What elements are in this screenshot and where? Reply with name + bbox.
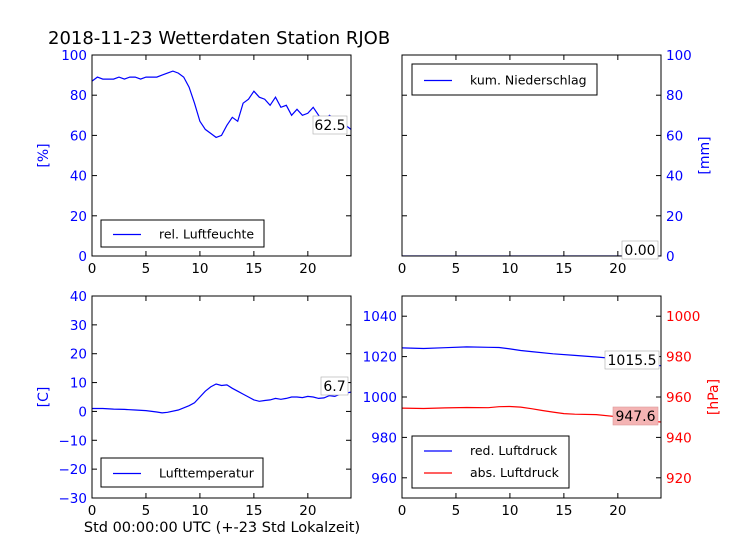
figure-xlabel: Std 00:00:00 UTC (+-23 Std Lokalzeit) — [84, 520, 360, 536]
legend: kum. Niederschlag — [411, 63, 598, 96]
chart-panel-precipitation: 0 5 10 15 20 0 20 40 60 80 100 [mm] kum. Niederschla… — [398, 48, 713, 277]
legend: red. Luftdruck abs. Luftdruck — [411, 435, 570, 489]
y-axis-label: [C] — [36, 387, 52, 408]
x-tick-label: 15 — [555, 503, 572, 519]
legend-label: abs. Luftdruck — [470, 465, 560, 480]
y-tick-label: 10 — [70, 376, 87, 392]
y-tick-label: 60 — [70, 128, 87, 144]
last-value-label: 1015.5 — [608, 353, 657, 369]
y-tick-label: −10 — [59, 433, 88, 449]
y-tick-label-right: 80 — [666, 88, 683, 104]
axes-frame — [91, 295, 352, 499]
last-value-label: 62.5 — [314, 118, 345, 134]
legend-frame — [411, 63, 598, 96]
last-value-label-right: 947.6 — [615, 409, 655, 425]
y-tick-label: 40 — [70, 169, 87, 185]
y-tick-label: 40 — [70, 289, 87, 305]
y-tick-label: −20 — [59, 462, 88, 478]
x-tick-label: 10 — [501, 261, 518, 277]
y-tick-label: 1040 — [363, 309, 397, 325]
x-tick-label: 0 — [398, 261, 407, 277]
last-value-label: 0.00 — [624, 243, 655, 259]
y-tick-label-right: 940 — [666, 430, 692, 446]
y-tick-label: 1000 — [363, 390, 397, 406]
y-tick-label-right: 100 — [666, 48, 692, 64]
x-tick-label: 0 — [88, 503, 97, 519]
legend: rel. Luftfeuchte — [100, 219, 265, 248]
y-tick-label-right: 60 — [666, 128, 683, 144]
y-tick-label-right: 1000 — [666, 309, 700, 325]
x-tick-label: 10 — [501, 503, 518, 519]
x-tick-label: 15 — [555, 261, 572, 277]
x-tick-label: 5 — [452, 503, 461, 519]
y-tick-label: 80 — [70, 88, 87, 104]
x-tick-label: 10 — [191, 261, 208, 277]
x-tick-label: 0 — [88, 261, 97, 277]
legend: Lufttemperatur — [100, 457, 264, 488]
last-value-box — [312, 115, 348, 135]
last-value-label: 6.7 — [323, 379, 345, 395]
legend-frame — [411, 435, 570, 489]
y-axis-label-right: [hPa] — [706, 379, 722, 415]
y-tick-label: 0 — [78, 404, 87, 420]
y-axis-label: [%] — [36, 143, 52, 167]
last-value-box — [320, 376, 349, 396]
y-tick-label: 0 — [78, 249, 87, 265]
chart-panel-temperature: 0 5 10 15 20 −30 −20 −10 0 10 20 30 40 [C] Lufttempera… — [36, 289, 352, 519]
y-tick-label: 30 — [70, 318, 87, 334]
legend-label: kum. Niederschlag — [470, 73, 587, 88]
y-tick-label-right: 40 — [666, 169, 683, 185]
axes-frame — [91, 54, 352, 257]
y-tick-label: 20 — [70, 209, 87, 225]
series-line-humidity-0 — [92, 70, 351, 139]
x-tick-label: 15 — [245, 503, 262, 519]
y-tick-label-right: 920 — [666, 471, 692, 487]
last-value-box — [604, 350, 660, 370]
x-tick-label: 5 — [452, 261, 461, 277]
last-value-box — [621, 240, 659, 260]
y-tick-label: −30 — [59, 491, 88, 507]
legend-frame — [100, 219, 265, 248]
x-tick-label: 0 — [398, 503, 407, 519]
chart-panel-humidity: 0 5 10 15 20 0 20 40 60 80 100 [%] rel. Luftfeuchte 6… — [36, 48, 352, 277]
figure-title: 2018-11-23 Wetterdaten Station RJOB — [48, 28, 390, 49]
y-tick-label-right: 20 — [666, 209, 683, 225]
legend-frame — [100, 457, 264, 488]
y-tick-label: 960 — [371, 471, 397, 487]
series-line-temperature-0 — [92, 383, 351, 414]
x-tick-label: 20 — [609, 503, 626, 519]
x-tick-label: 5 — [142, 261, 151, 277]
legend-label: red. Luftdruck — [470, 443, 558, 458]
legend-label: Lufttemperatur — [159, 466, 255, 481]
x-tick-label: 20 — [299, 261, 316, 277]
x-tick-label: 20 — [299, 503, 316, 519]
y-tick-label: 1020 — [363, 350, 397, 366]
y-tick-label: 980 — [371, 430, 397, 446]
chart-panel-pressure: 0 5 10 15 20 960 980 1000 1020 1040 920 940 960 980 10… — [363, 295, 722, 519]
x-tick-label: 15 — [245, 261, 262, 277]
y-tick-label-right: 960 — [666, 390, 692, 406]
y-tick-label: 20 — [70, 347, 87, 363]
legend-label: rel. Luftfeuchte — [159, 227, 254, 242]
y-tick-label: 100 — [61, 48, 87, 64]
axes-frame — [401, 54, 662, 257]
x-tick-label: 10 — [191, 503, 208, 519]
last-value-box-right — [612, 406, 659, 426]
x-tick-label: 20 — [609, 261, 626, 277]
x-tick-label: 5 — [142, 503, 151, 519]
y-tick-label-right: 980 — [666, 350, 692, 366]
y-tick-label-right: 0 — [666, 249, 675, 265]
y-axis-label: [mm] — [697, 136, 713, 174]
